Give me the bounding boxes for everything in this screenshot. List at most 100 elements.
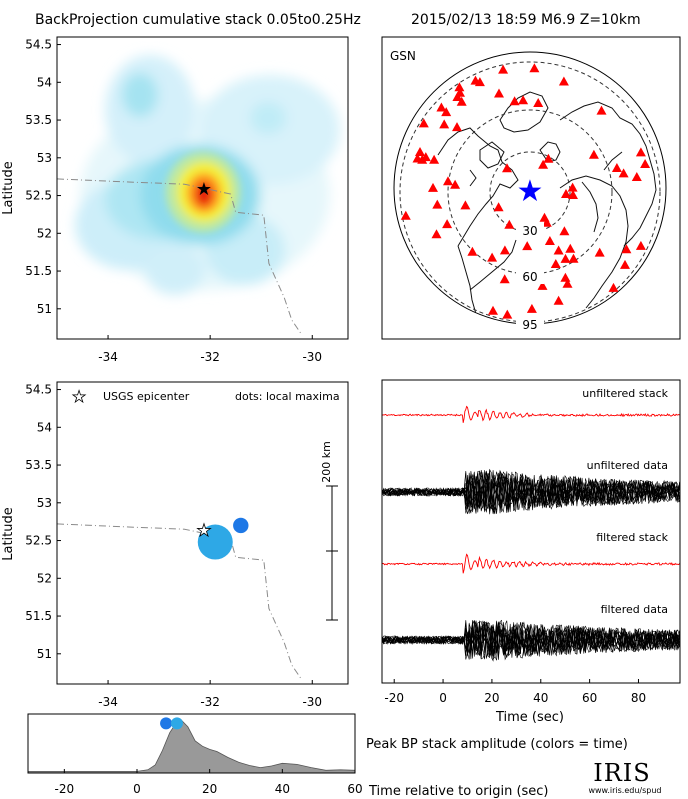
heatmap-xtick-label: -34 <box>98 350 118 364</box>
maxima-ytick-label: 54.5 <box>25 383 52 397</box>
heatmap-ytick-label: 51.5 <box>25 264 52 278</box>
ring-60-label-bg <box>516 268 544 284</box>
scale-bar-label: 200 km <box>320 441 333 483</box>
ring-30 <box>489 151 571 233</box>
station-marker <box>418 118 429 128</box>
row-label-unfiltered-data: unfiltered data <box>587 459 668 472</box>
station-marker <box>640 159 651 168</box>
peak-maxima-dots <box>160 717 183 730</box>
station-marker <box>428 182 438 192</box>
station-marker <box>443 176 453 186</box>
iris-logo: IRIS www.iris.edu/spud <box>588 759 661 795</box>
maxima-ytick-label: 53 <box>37 496 52 510</box>
unfiltered-stack-trace <box>382 405 680 423</box>
heatmap-ylabel: Latitude <box>1 161 16 215</box>
event-star-icon: ★ <box>517 174 544 209</box>
station-marker <box>502 163 512 173</box>
legend-star-icon: ★ <box>72 387 86 406</box>
station-marker <box>559 226 570 236</box>
filtered-stack-trace <box>382 553 680 574</box>
station-marker <box>415 147 425 156</box>
heatmap-ytick-label: 54 <box>37 75 52 89</box>
seismogram-xtick-label: 40 <box>533 691 548 705</box>
heatmap-ytick-label: 52 <box>37 226 52 240</box>
station-marker <box>518 95 529 105</box>
seismogram-axes: -20 0 20 40 60 80 <box>384 679 646 705</box>
data-trace <box>382 619 680 660</box>
data-trace <box>382 471 680 513</box>
station-marker <box>454 82 465 92</box>
maxima-xtick-label: -30 <box>302 695 322 709</box>
row-label-filtered-data: filtered data <box>601 603 668 616</box>
station-marker <box>618 168 629 178</box>
seismogram-xtick-label: 60 <box>582 691 597 705</box>
station-marker <box>452 92 463 101</box>
station-marker <box>439 119 450 129</box>
peak-amplitude-area <box>28 718 355 773</box>
coast-africa <box>559 175 629 309</box>
data-trace <box>382 471 680 512</box>
heatmap-frame <box>56 36 349 340</box>
station-marker <box>474 77 485 87</box>
peak-xtick-label: -20 <box>55 782 75 796</box>
station-marker <box>450 179 461 189</box>
seismogram-xtick-label: 20 <box>484 691 499 705</box>
seismogram-xtick-label: 80 <box>631 691 646 705</box>
heatmap-ytick-label: 51 <box>37 302 52 316</box>
station-marker <box>487 252 498 262</box>
station-marker <box>412 153 423 163</box>
station-marker <box>588 149 599 159</box>
maxima-xtick-label: -34 <box>98 695 118 709</box>
data-trace <box>382 620 680 660</box>
station-marker <box>488 305 498 315</box>
legend-epicenter: USGS epicenter <box>103 390 190 403</box>
station-marker <box>436 102 447 112</box>
data-trace <box>382 620 680 662</box>
heatmap-blob-sw <box>145 245 205 295</box>
maxima-ytick-label: 53.5 <box>25 458 52 472</box>
local-maximum-dot <box>197 524 233 560</box>
station-marker <box>568 253 579 263</box>
heatmap-ytick-label: 54.5 <box>25 38 52 52</box>
maxima-ytick-label: 52.5 <box>25 534 52 548</box>
iris-logo-url: www.iris.edu/spud <box>588 786 661 795</box>
heatmap-axes: -34 -32 -30 51 51.5 52 52.5 53 53.5 54 54.5 <box>25 38 322 364</box>
maxima-frame <box>56 381 349 685</box>
maxima-ytick-label: 51 <box>37 647 52 661</box>
heatmap-blob-top <box>122 73 158 117</box>
station-marker <box>565 243 576 253</box>
figure-title: BackProjection cumulative stack 0.05to0.… <box>35 12 361 28</box>
maxima-xtick-label: -32 <box>200 695 220 709</box>
station-marker <box>504 219 515 229</box>
heatmap-blob-top-e <box>250 102 286 134</box>
maxima-ytick-label: 51.5 <box>25 609 52 623</box>
station-marker <box>529 63 540 73</box>
station-marker <box>611 163 622 172</box>
station-marker <box>499 245 510 255</box>
row-label-unfiltered-stack: unfiltered stack <box>582 387 668 400</box>
station-marker <box>538 159 549 169</box>
heatmap-ring-red <box>195 182 213 206</box>
panel-peak-amplitude: -20 0 20 40 60 Peak BP stack amplitude (colo… <box>27 713 628 799</box>
station-marker <box>621 244 632 254</box>
station-marker <box>432 199 443 209</box>
data-trace <box>382 470 680 514</box>
heatmap-field: ★ <box>57 55 340 336</box>
station-marker <box>608 282 619 292</box>
station-marker <box>631 172 642 181</box>
station-marker <box>594 247 605 257</box>
maxima-dots <box>197 517 249 560</box>
maxima-ytick-label: 54 <box>37 420 52 434</box>
station-marker <box>460 200 471 210</box>
station-marker <box>537 280 548 290</box>
station-marker <box>558 76 569 86</box>
coast-hudson <box>469 141 505 187</box>
network-label: GSN <box>390 49 416 63</box>
station-marker <box>456 96 467 106</box>
iris-logo-text: IRIS <box>593 759 650 787</box>
legend-maxima: dots: local maxima <box>235 390 340 403</box>
peak-axes: -20 0 20 40 60 <box>55 769 363 796</box>
panel-seismograms: unfiltered stack unfiltered data filtere… <box>381 379 681 725</box>
coast-eurasia <box>559 101 657 247</box>
station-marker <box>429 154 440 164</box>
